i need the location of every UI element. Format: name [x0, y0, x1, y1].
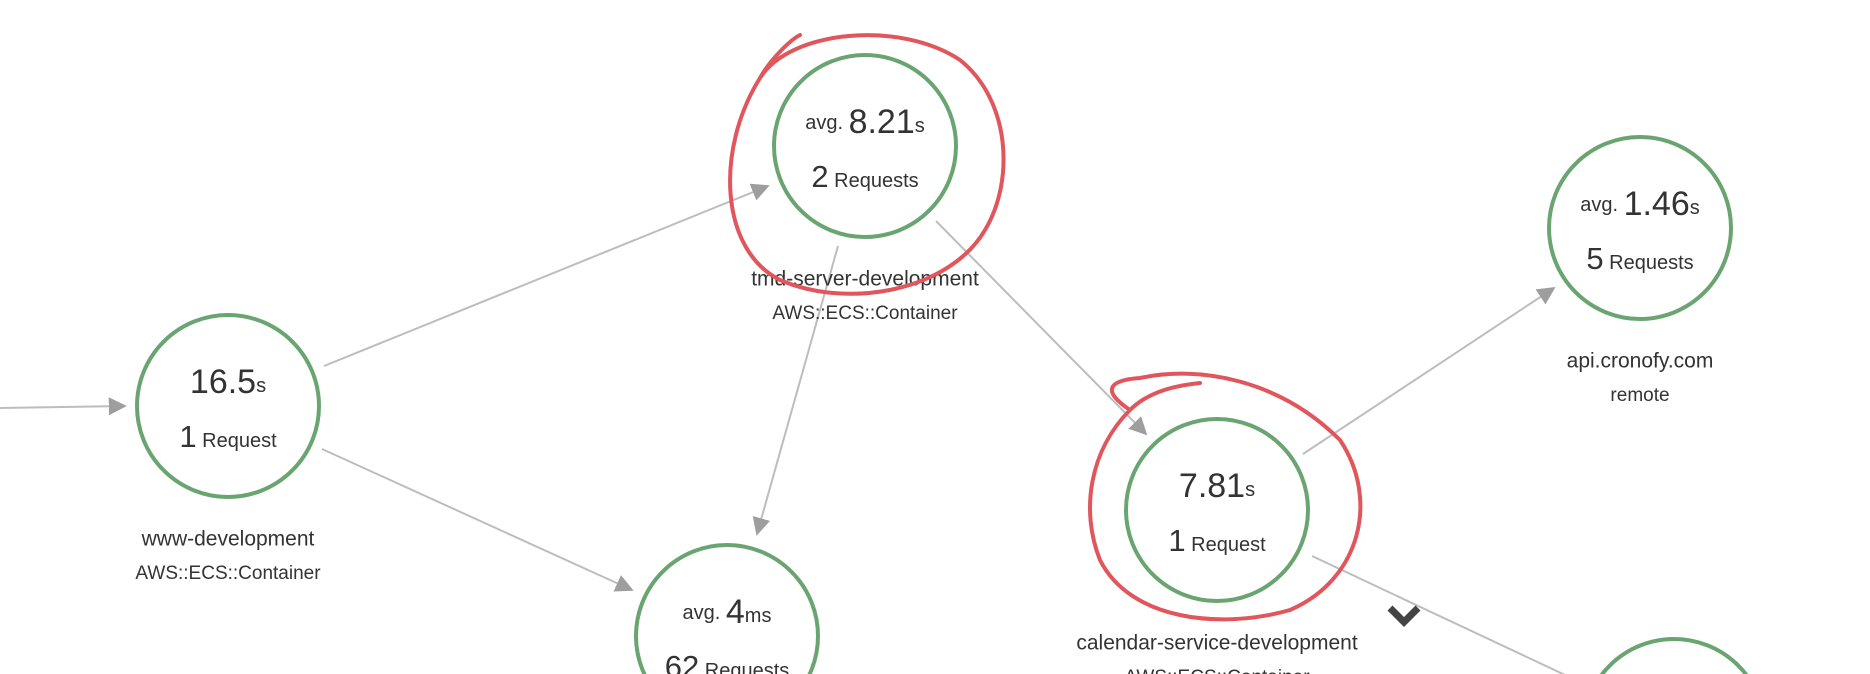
service-node[interactable] — [1583, 637, 1765, 674]
latency-unit: s — [1690, 197, 1700, 219]
count-value: 5 — [1586, 241, 1603, 276]
service-node[interactable] — [1124, 417, 1310, 603]
latency: 16.5s — [190, 363, 266, 401]
service-node[interactable] — [1547, 135, 1733, 321]
service-node[interactable] — [135, 313, 321, 499]
count-label: Request — [1186, 534, 1266, 556]
service-node[interactable] — [634, 543, 820, 674]
count-label: Request — [197, 430, 277, 452]
request-count: 2 Requests — [811, 159, 918, 194]
latency: avg. 1.46s — [1580, 185, 1700, 223]
latency-value: 4 — [726, 593, 745, 631]
request-count: 5 Requests — [1586, 241, 1693, 276]
edge — [935, 220, 1148, 436]
count-value: 1 — [179, 419, 196, 454]
red-circle — [1088, 371, 1363, 622]
request-count: 62 Requests — [665, 649, 790, 674]
nodes: 16.5s1 Requestwww-developmentAWS::ECS::C… — [135, 53, 1733, 674]
count-label: Requests — [699, 660, 789, 674]
count-label: Requests — [1604, 252, 1694, 274]
service-node[interactable] — [772, 53, 958, 239]
latency: avg. 4ms — [683, 593, 772, 631]
red-circle — [728, 33, 1006, 296]
request-count: 1 Request — [1168, 523, 1266, 558]
service-type: AWS::ECS::Container — [1124, 667, 1310, 674]
service-name: calendar-service-development — [1076, 632, 1357, 655]
latency-value: 1.46 — [1624, 185, 1690, 223]
latency-prefix: avg. — [683, 602, 726, 624]
service-type: remote — [1610, 385, 1669, 406]
latency-prefix: avg. — [805, 112, 848, 134]
latency: 7.81s — [1179, 467, 1255, 505]
latency-prefix: avg. — [1580, 194, 1623, 216]
latency-unit: s — [1245, 479, 1255, 501]
latency-value: 8.21 — [849, 103, 915, 141]
count-label: Requests — [829, 170, 919, 192]
service-type: AWS::ECS::Container — [135, 563, 321, 584]
service-type: AWS::ECS::Container — [772, 303, 958, 324]
annotations — [728, 33, 1421, 627]
service-name: www-development — [141, 528, 315, 551]
count-value: 1 — [1168, 523, 1185, 558]
edge — [0, 397, 127, 416]
edge — [1311, 555, 1566, 674]
request-count: 1 Request — [179, 419, 277, 454]
chevron-icon[interactable] — [1387, 605, 1421, 627]
latency-unit: s — [256, 375, 266, 397]
latency-value: 7.81 — [1179, 467, 1245, 505]
service-name: api.cronofy.com — [1567, 350, 1714, 373]
edge — [321, 448, 634, 592]
count-value: 62 — [665, 649, 699, 674]
latency-value: 16.5 — [190, 363, 256, 401]
latency-unit: ms — [745, 605, 772, 627]
latency-unit: s — [915, 115, 925, 137]
latency: avg. 8.21s — [805, 103, 925, 141]
edge — [323, 183, 770, 367]
edge — [1302, 287, 1556, 455]
count-value: 2 — [811, 159, 828, 194]
service-name: tmd-server-development — [751, 268, 979, 291]
